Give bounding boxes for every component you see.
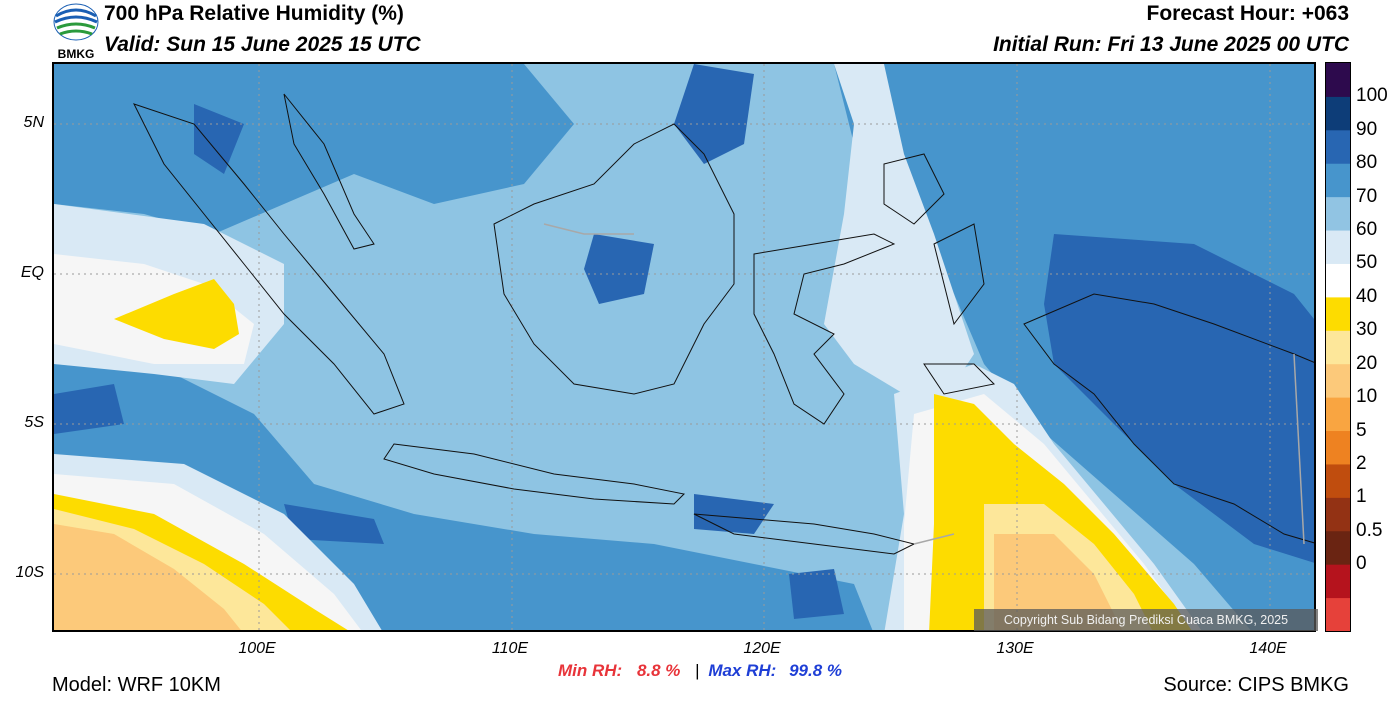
- colorbar-segment: [1326, 263, 1350, 298]
- min-rh-label: Min RH:: [557, 661, 623, 680]
- colorbar-label: 80: [1356, 152, 1378, 174]
- valid-time: Valid: Sun 15 June 2025 15 UTC: [104, 33, 421, 56]
- colorbar-segment: [1326, 463, 1350, 498]
- model-label: Model: WRF 10KM: [52, 674, 221, 696]
- colorbar-label: 60: [1356, 219, 1378, 241]
- rh-field-80-90-timor-sea: [789, 569, 844, 619]
- colorbar-segment: [1326, 330, 1350, 365]
- initial-run: Initial Run: Fri 13 June 2025 00 UTC: [993, 33, 1349, 56]
- border-borneo: [543, 223, 634, 235]
- colorbar-label: 10: [1356, 386, 1378, 408]
- bmkg-logo: BMKG: [53, 3, 99, 60]
- colorbar-segment: [1326, 597, 1350, 631]
- colorbar-segment: [1326, 397, 1350, 432]
- rh-field-80-90-borneo-north: [674, 64, 754, 164]
- rh-field-50-60-maluku: [824, 64, 974, 394]
- lat-label-5s: 5S: [24, 414, 44, 431]
- forecast-hour: Forecast Hour: +063: [1146, 2, 1350, 25]
- stats-separator: |: [695, 661, 700, 680]
- colorbar-segment: [1326, 196, 1350, 231]
- colorbar-segment: [1326, 96, 1350, 131]
- max-rh-label: Max RH:: [708, 661, 777, 680]
- colorbar-segment: [1326, 296, 1350, 331]
- colorbar-segment: [1326, 497, 1350, 532]
- lon-label-130e: 130E: [996, 640, 1034, 657]
- coast-sulawesi: [753, 233, 896, 425]
- rh-stats: Min RH: 8.8 % | Max RH: 99.8 %: [0, 661, 1400, 681]
- lon-label-110e: 110E: [491, 640, 529, 657]
- colorbar-label: 1: [1356, 486, 1367, 508]
- source-label: Source: CIPS BMKG: [1163, 674, 1349, 696]
- lat-label-5n: 5N: [23, 114, 44, 131]
- rh-field-30-40-indian-ocean: [114, 279, 239, 349]
- min-rh-value: 8.8 %: [636, 661, 681, 680]
- coast-malay-peninsula: [283, 93, 375, 250]
- rh-field-10-20-sw: [54, 524, 241, 630]
- rh-field-80-90-west: [54, 384, 124, 434]
- map-gridlines: [54, 64, 1314, 630]
- lon-label-140e: 140E: [1249, 640, 1287, 657]
- humidity-map: [52, 62, 1316, 632]
- coast-mindanao: [883, 153, 945, 225]
- border-timor: [913, 533, 955, 545]
- colorbar-label: 0.5: [1356, 519, 1383, 541]
- rh-field-10-20-arafura: [994, 534, 1122, 630]
- colorbar-label: 20: [1356, 352, 1378, 374]
- colorbar-segment: [1326, 63, 1350, 97]
- rh-field-80-90-borneo: [584, 234, 654, 304]
- coast-halmahera: [933, 223, 985, 326]
- colorbar-segment: [1326, 230, 1350, 264]
- lon-label-100e: 100E: [238, 640, 276, 657]
- colorbar: [1325, 62, 1351, 632]
- coast-borneo: [493, 123, 735, 395]
- colorbar-label: 70: [1356, 185, 1378, 207]
- colorbar-label: 100: [1356, 85, 1388, 107]
- colorbar-label: 0: [1356, 553, 1367, 575]
- colorbar-segment: [1326, 129, 1350, 164]
- colorbar-segment: [1326, 530, 1350, 565]
- border-papua: [1293, 353, 1305, 545]
- page-title: 700 hPa Relative Humidity (%): [104, 2, 404, 25]
- colorbar-label: 90: [1356, 118, 1378, 140]
- colorbar-label: 50: [1356, 252, 1378, 274]
- rh-field-80-90-papua: [1044, 234, 1314, 563]
- rh-field-80-90-sumatra: [194, 104, 244, 174]
- colorbar-segment: [1326, 430, 1350, 465]
- max-rh-value: 99.8 %: [789, 661, 842, 680]
- logo-text: BMKG: [58, 47, 95, 60]
- colorbar-segment: [1326, 363, 1350, 398]
- coast-java: [383, 443, 686, 505]
- colorbar-label: 5: [1356, 419, 1367, 441]
- coast-seram: [923, 363, 996, 395]
- lon-label-120e: 120E: [743, 640, 781, 657]
- coast-sumatra: [133, 103, 405, 415]
- colorbar-label: 30: [1356, 319, 1378, 341]
- colorbar-label: 2: [1356, 452, 1367, 474]
- lat-label-10s: 10S: [15, 564, 44, 581]
- country-borders: [543, 223, 1305, 545]
- coast-new-guinea: [1023, 293, 1314, 544]
- copyright-notice: Copyright Sub Bidang Prediksi Cuaca BMKG…: [974, 609, 1318, 631]
- rh-field-70-80-north: [54, 64, 574, 234]
- rh-field-80-90-south-java: [284, 504, 384, 544]
- colorbar-segment: [1326, 163, 1350, 198]
- humidity-map-canvas: [54, 64, 1314, 630]
- lat-label-eq: EQ: [20, 264, 44, 281]
- colorbar-segment: [1326, 564, 1350, 599]
- colorbar-label: 40: [1356, 285, 1378, 307]
